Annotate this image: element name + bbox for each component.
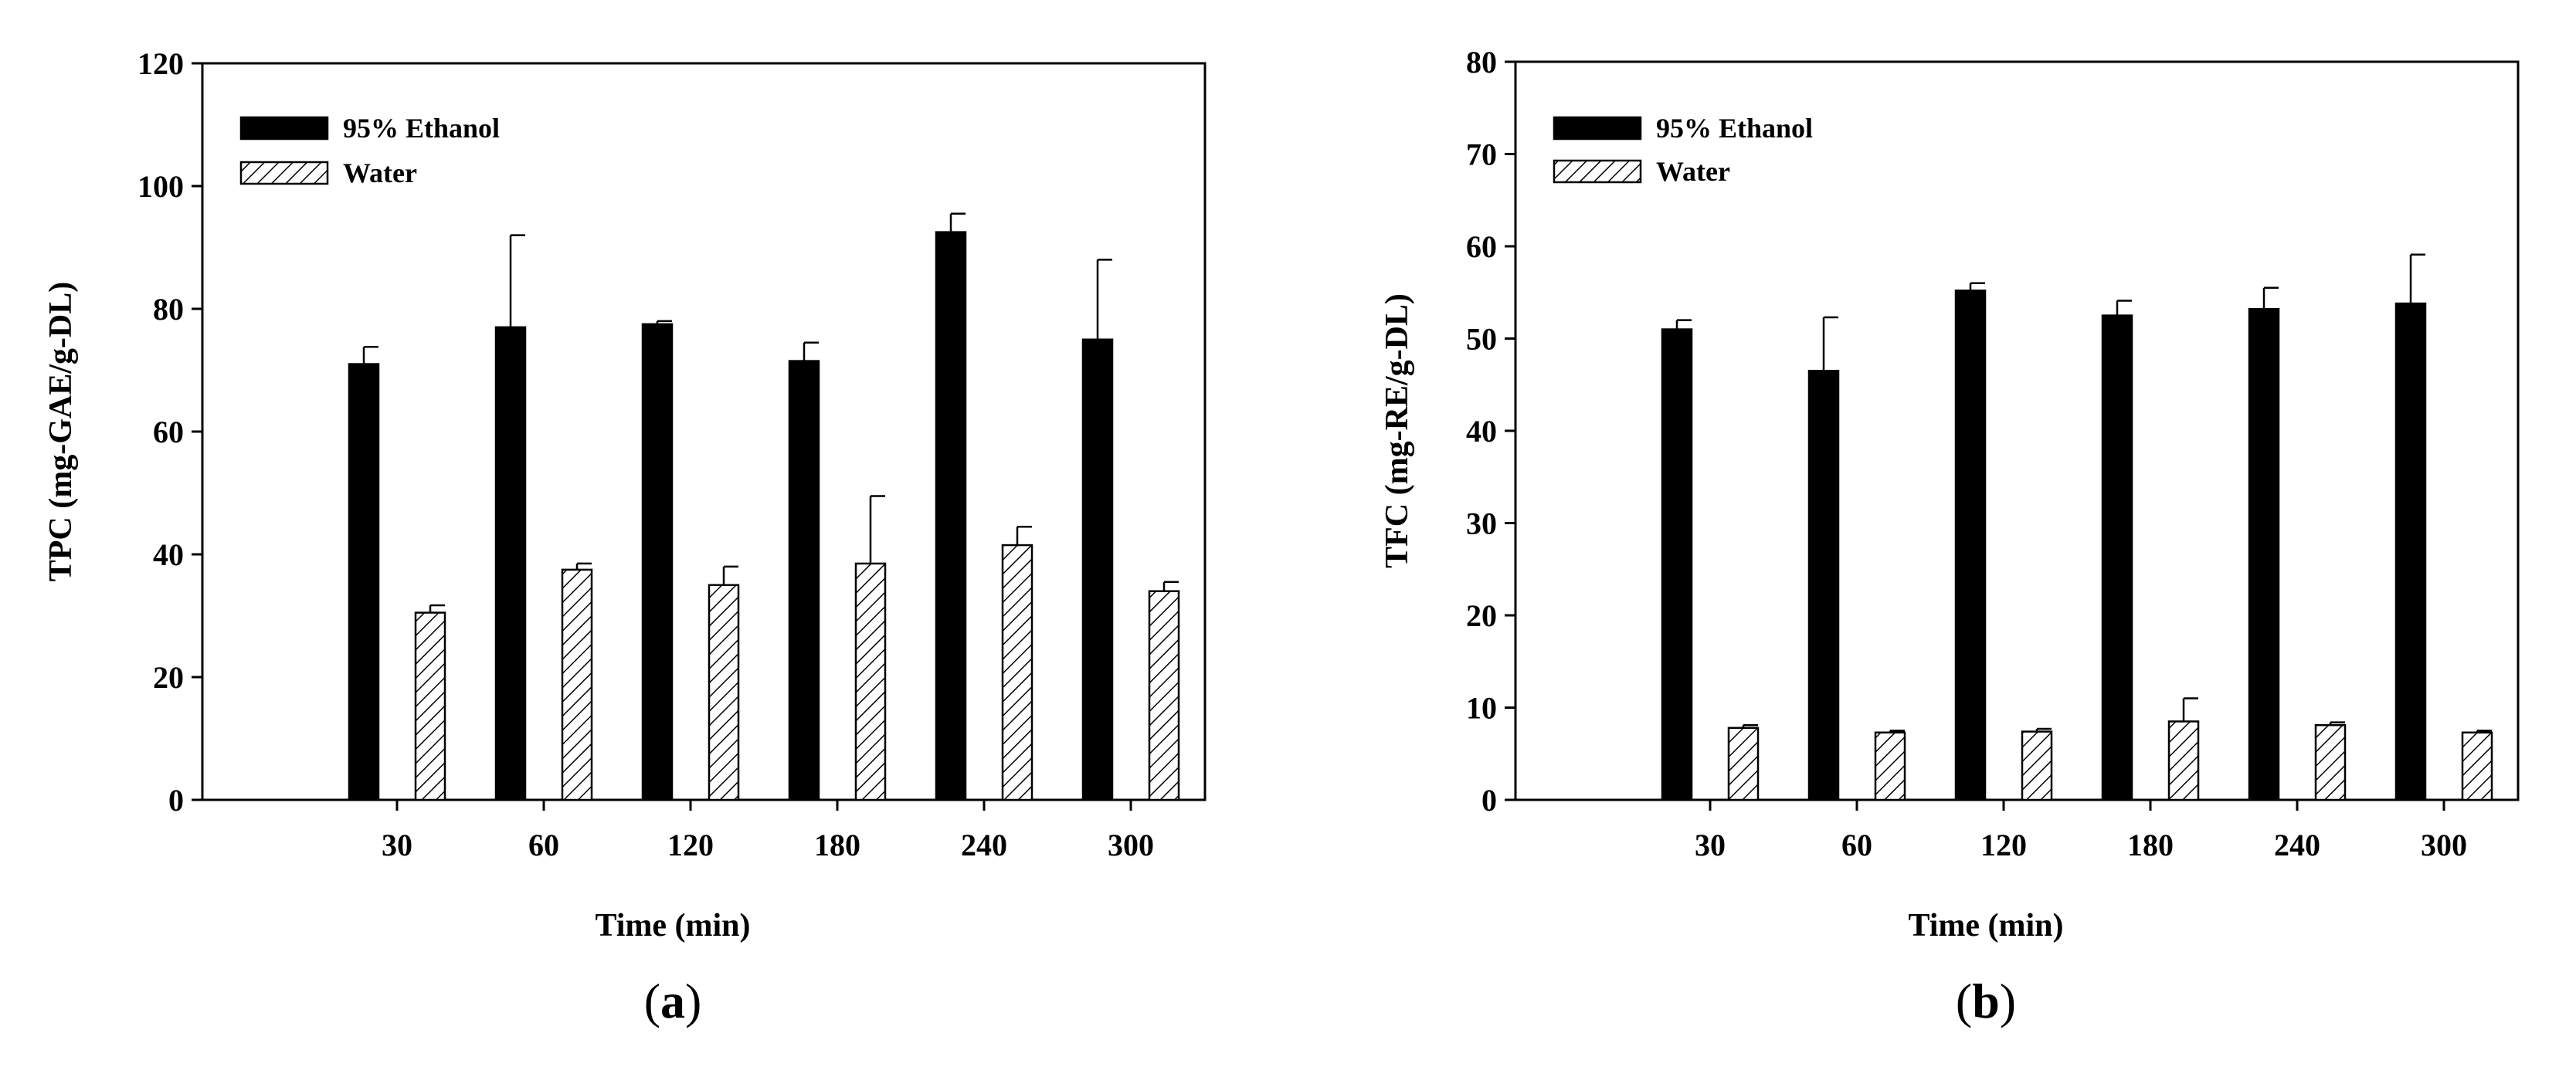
ethanol-legend-swatch — [1553, 116, 1642, 141]
y-tick-label: 60 — [153, 415, 184, 449]
y-tick-label: 40 — [1466, 414, 1497, 449]
panel-letter: a — [660, 974, 685, 1028]
x-tick-label: 30 — [1695, 828, 1726, 862]
water-bar — [2461, 731, 2493, 801]
water-bar — [854, 562, 887, 801]
panel-paren-close: ) — [2000, 974, 2016, 1028]
y-tick-label: 80 — [153, 292, 184, 327]
ethanol-bar — [1661, 328, 1693, 801]
ethanol-legend-swatch — [239, 116, 329, 141]
y-tick-label: 80 — [1466, 45, 1497, 80]
ethanol-bar — [2101, 314, 2133, 801]
y-tick-label: 100 — [137, 169, 184, 204]
water-legend-swatch — [1553, 159, 1642, 184]
y-tick-label: 0 — [1481, 783, 1497, 818]
y-tick-label: 20 — [153, 660, 184, 695]
water-bar — [708, 584, 740, 801]
water-bar — [414, 611, 446, 801]
legend-label: 95% Ethanol — [343, 113, 500, 144]
x-tick-label: 60 — [528, 828, 559, 862]
x-axis-title: Time (min) — [1908, 908, 2063, 943]
x-tick-label: 240 — [2274, 828, 2320, 862]
y-tick-label: 10 — [1466, 691, 1497, 726]
ethanol-bar — [1081, 338, 1114, 801]
x-tick-label: 30 — [382, 828, 412, 862]
y-tick-label: 30 — [1466, 506, 1497, 541]
y-tick-label: 50 — [1466, 322, 1497, 357]
water-bar — [1727, 727, 1760, 801]
x-tick-label: 240 — [961, 828, 1007, 862]
panel-letter: b — [1972, 974, 2000, 1028]
water-bar — [2167, 720, 2200, 801]
x-tick-label: 300 — [1108, 828, 1154, 862]
y-tick-label: 60 — [1466, 229, 1497, 264]
water-legend-swatch — [239, 161, 329, 185]
panel-label: (b) — [1956, 974, 2016, 1028]
panel-paren-close: ) — [685, 974, 701, 1028]
y-tick-label: 70 — [1466, 137, 1497, 172]
x-tick-label: 60 — [1841, 828, 1872, 862]
panel-label: (a) — [644, 974, 702, 1028]
y-axis-title: TPC (mg-GAE/g-DL) — [43, 282, 79, 581]
ethanol-bar — [2248, 308, 2280, 801]
ethanol-bar — [1954, 290, 1987, 801]
panel-paren-open: ( — [644, 974, 660, 1028]
ethanol-bar — [348, 363, 380, 801]
water-bar — [1001, 544, 1033, 801]
water-bar — [561, 568, 593, 801]
ethanol-bar — [641, 323, 674, 801]
ethanol-bar — [1807, 370, 1840, 801]
legend-label: Water — [343, 158, 417, 188]
x-tick-label: 120 — [667, 828, 714, 862]
x-tick-label: 180 — [2127, 828, 2174, 862]
water-bar — [2021, 730, 2053, 801]
ethanol-bar — [935, 231, 967, 801]
x-tick-label: 300 — [2421, 828, 2467, 862]
y-tick-label: 20 — [1466, 598, 1497, 633]
water-bar — [2314, 723, 2347, 801]
ethanol-bar — [788, 360, 820, 801]
x-axis-title: Time (min) — [595, 908, 750, 943]
y-tick-label: 0 — [168, 783, 184, 818]
y-axis-title: TFC (mg-RE/g-DL) — [1380, 293, 1415, 568]
water-bar — [1874, 731, 1906, 801]
y-tick-label: 120 — [137, 46, 184, 81]
chart-a-tpc: 0 20 40 60 80 100 120 30 60 120 180 240 300 95% Ethan… — [43, 46, 1207, 1028]
x-tick-label: 180 — [814, 828, 860, 862]
ethanol-bar — [2394, 302, 2427, 801]
panel-paren-open: ( — [1956, 974, 1972, 1028]
legend-label: 95% Ethanol — [1656, 113, 1813, 144]
chart-b-tfc: 0 10 20 30 40 50 60 70 80 30 60 120 180 240 300 95% Eth… — [1380, 45, 2520, 1028]
ethanol-bar — [494, 326, 527, 801]
y-tick-label: 40 — [153, 537, 184, 572]
x-tick-label: 120 — [1980, 828, 2027, 862]
water-bar — [1148, 590, 1180, 801]
legend-label: Water — [1656, 156, 1730, 187]
